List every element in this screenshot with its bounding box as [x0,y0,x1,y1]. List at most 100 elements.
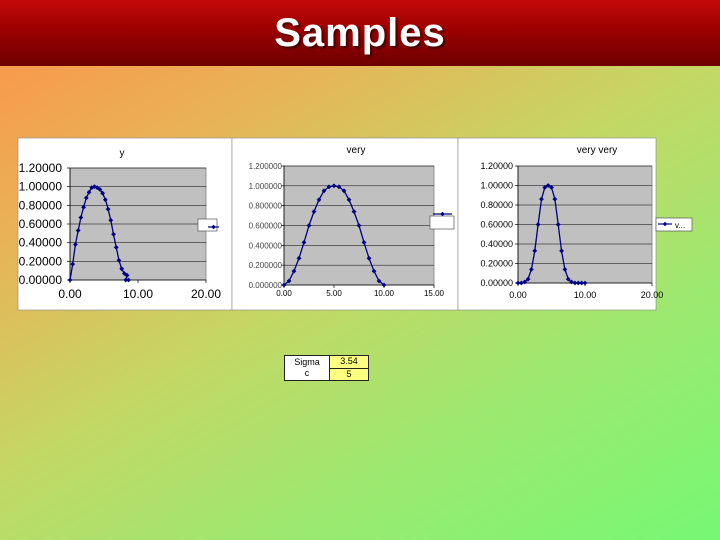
x-tick-label: 10.00 [574,290,597,300]
data-point [376,278,382,284]
data-point [542,185,548,190]
data-point [515,280,521,286]
data-point [545,183,551,188]
y-tick-label: 1.00000 [19,180,63,194]
y-tick-label: 0.40000 [19,236,63,250]
y-tick-label: 1.00000 [480,181,513,191]
data-point [296,255,302,261]
y-tick-label: 0.80000 [480,200,513,210]
data-point [552,196,558,202]
data-point [331,183,337,189]
y-tick-label: 1.20000 [19,161,63,175]
data-point [301,239,307,245]
y-tick-label: 0.40000 [480,239,513,249]
data-point [341,188,347,194]
data-point [291,268,297,274]
data-point [122,271,127,276]
y-tick-label: 0.000000 [249,281,283,290]
data-point [321,188,327,194]
y-tick-label: 0.60000 [19,217,63,231]
data-point [89,185,95,190]
data-point [73,242,78,247]
data-point [281,282,287,288]
slide-title: Samples [274,10,446,55]
y-tick-label: 0.20000 [480,259,513,269]
data-point [286,278,292,284]
y-tick-label: 0.80000 [19,198,63,212]
data-point [113,244,119,250]
chart-title: y [120,148,125,159]
data-point [100,190,106,196]
sigma-value2: 5 [346,368,352,379]
y-tick-label: 0.600000 [249,222,283,231]
legend-box [429,215,455,230]
data-point [579,280,585,286]
sigma-label: Sigma c [284,355,330,381]
data-point [119,266,125,272]
data-point [108,217,114,223]
y-tick-label: 0.60000 [480,220,513,230]
sigma-value-cell[interactable]: 3.54 [329,355,369,369]
data-point [306,223,312,228]
data-point [575,280,581,286]
data-point [116,258,122,263]
data-point [529,266,534,272]
legend-label: v... [675,221,685,230]
data-point [562,266,568,272]
x-tick-label: 15.00 [424,289,445,298]
legend-marker [211,224,216,230]
data-point [126,277,131,283]
data-point [124,272,130,278]
data-point [86,189,92,195]
chart-title: very [347,145,366,156]
data-point [81,204,86,210]
y-tick-label: 1.20000 [480,161,513,171]
data-point [535,222,541,227]
y-tick-label: 1.000000 [249,182,283,191]
data-point [105,206,111,212]
data-point [97,187,103,192]
data-point [356,223,362,228]
legend-marker [440,211,445,217]
sigma-value2-cell[interactable]: 5 [329,367,369,381]
y-tick-label: 0.00000 [480,278,513,288]
data-point [111,231,116,237]
data-point [361,239,367,245]
x-tick-label: 5.00 [326,289,342,298]
data-point [326,184,332,190]
sigma-label-text: Sigma c [294,357,320,378]
data-point [371,268,377,274]
data-point [532,248,538,254]
data-point [123,277,129,283]
data-point [572,280,578,286]
data-point [559,248,564,254]
data-point [381,282,387,288]
data-point [525,276,531,282]
data-point [582,280,588,286]
data-point [70,261,76,267]
x-tick-label: 0.00 [276,289,292,298]
legend-box [655,217,693,232]
x-tick-label: 20.00 [641,290,664,300]
y-tick-label: 0.400000 [249,241,283,250]
y-tick-label: 1.200000 [249,162,283,171]
x-tick-label: 10.00 [123,287,153,301]
data-point [75,228,81,233]
legend-marker [662,221,668,227]
x-tick-label: 0.00 [509,290,527,300]
y-tick-label: 0.800000 [249,202,283,211]
data-point [336,184,342,190]
data-point [311,209,317,215]
chart-title: very very [577,145,618,156]
data-point [346,197,352,203]
data-point [78,215,84,220]
data-point [83,195,89,201]
data-point [549,185,554,190]
data-point [67,277,73,283]
y-tick-label: 0.00000 [19,273,63,287]
y-tick-label: 0.200000 [249,261,283,270]
x-tick-label: 20.00 [191,287,221,301]
